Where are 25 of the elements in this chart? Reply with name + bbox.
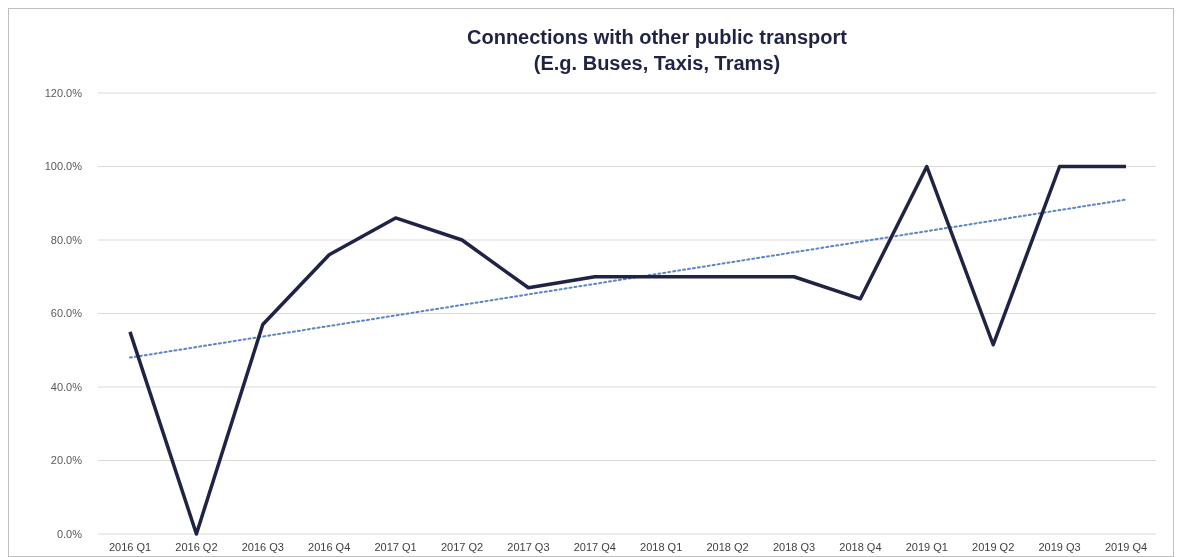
x-tick-label: 2016 Q4 <box>308 541 351 553</box>
y-tick-label: 100.0% <box>44 160 83 173</box>
x-tick-label: 2018 Q4 <box>839 541 882 553</box>
x-tick-label: 2017 Q4 <box>573 541 616 553</box>
y-tick-label: 80.0% <box>50 233 83 246</box>
x-tick-label: 2016 Q2 <box>175 541 218 553</box>
x-tick-label: 2017 Q3 <box>507 541 550 553</box>
y-tick-label: 40.0% <box>50 380 83 393</box>
x-tick-label: 2017 Q2 <box>440 541 484 553</box>
y-tick-label: 120.0% <box>44 86 83 99</box>
x-tick-label: 2016 Q3 <box>241 541 284 553</box>
chart-title: Connections with other public transport (E.g. Buses, Taxis, Trams) <box>467 26 848 74</box>
x-tick-label: 2018 Q1 <box>640 541 683 553</box>
x-tick-label: 2017 Q1 <box>374 541 417 553</box>
x-tick-label: 2019 Q1 <box>905 541 948 553</box>
y-tick-label: 60.0% <box>50 307 83 320</box>
x-tick-label: 2018 Q3 <box>772 541 816 553</box>
x-tick-label: 2019 Q2 <box>972 541 1015 553</box>
y-tick-label: 20.0% <box>50 454 83 467</box>
y-tick-label: 0.0% <box>56 527 83 540</box>
x-tick-label: 2016 Q1 <box>108 541 152 553</box>
x-tick-label: 2018 Q2 <box>706 541 749 553</box>
line-series <box>128 164 1128 536</box>
x-tick-label: 2019 Q4 <box>1104 541 1148 553</box>
x-tick-label: 2019 Q3 <box>1038 541 1081 553</box>
